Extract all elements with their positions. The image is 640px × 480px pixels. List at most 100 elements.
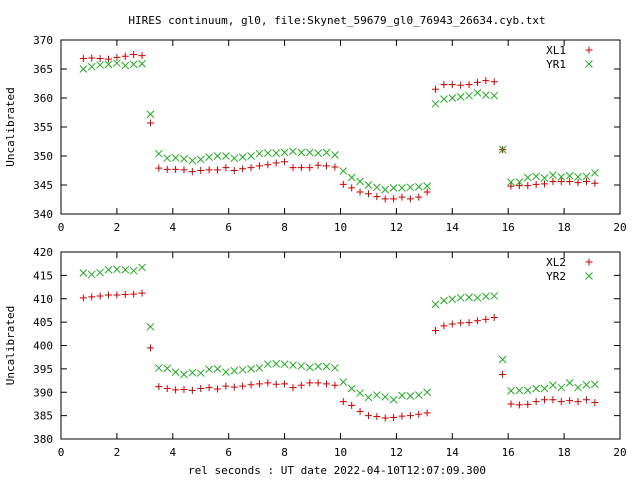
- y-tick-label: 370: [33, 34, 53, 47]
- data-point: [138, 59, 146, 68]
- data-point: [163, 385, 171, 393]
- x-tick-label: 4: [169, 446, 176, 459]
- data-point: [264, 161, 272, 169]
- data-point: [440, 296, 448, 305]
- y-axis-label: Uncalibrated: [4, 306, 17, 385]
- data-point: [138, 289, 146, 297]
- legend-label: XL2: [546, 256, 566, 269]
- data-point: [121, 291, 129, 299]
- data-point: [121, 52, 129, 60]
- y-tick-label: 380: [33, 433, 53, 446]
- data-point: [565, 171, 574, 180]
- data-point: [406, 412, 414, 420]
- data-point: [398, 184, 406, 192]
- data-point: [197, 385, 205, 393]
- data-point: [540, 384, 549, 393]
- x-tick-label: 10: [334, 446, 347, 459]
- data-point: [473, 317, 481, 325]
- data-point: [297, 148, 306, 157]
- data-point: [239, 382, 247, 390]
- data-point: [414, 391, 423, 399]
- data-point: [297, 164, 305, 172]
- data-point: [331, 163, 339, 171]
- data-point: [490, 313, 498, 321]
- data-point: [247, 152, 255, 160]
- data-point: [305, 148, 314, 157]
- data-point: [314, 149, 322, 157]
- chart-title: HIRES continuum, gl0, file:Skynet_59679_…: [128, 14, 545, 27]
- data-point: [457, 319, 465, 327]
- y-tick-label: 385: [33, 410, 53, 423]
- data-point: [88, 54, 96, 62]
- data-point: [440, 95, 448, 104]
- data-point: [255, 380, 263, 388]
- data-point: [373, 193, 381, 201]
- data-point: [549, 381, 557, 390]
- data-point: [121, 61, 130, 70]
- data-point: [456, 293, 465, 302]
- data-point: [289, 147, 297, 156]
- data-point: [574, 173, 582, 181]
- data-point: [272, 159, 280, 167]
- data-point: [113, 59, 121, 68]
- data-point: [406, 195, 414, 203]
- data-point: [314, 362, 322, 371]
- data-point: [557, 398, 565, 406]
- data-point: [297, 362, 306, 370]
- data-point: [457, 81, 465, 89]
- data-point: [263, 360, 272, 369]
- data-point: [465, 81, 473, 89]
- data-point: [515, 401, 523, 409]
- legend-label: YR1: [546, 58, 566, 71]
- data-point: [348, 401, 356, 409]
- data-point: [515, 182, 523, 190]
- data-point: [222, 368, 230, 377]
- data-point: [448, 295, 457, 304]
- data-point: [406, 183, 415, 192]
- data-point: [79, 269, 88, 277]
- data-point: [566, 397, 574, 405]
- data-point: [180, 155, 188, 163]
- data-point: [456, 92, 465, 101]
- data-point: [591, 399, 599, 407]
- panel-bottom: 380 385 390 395 400 405 410 415 420 0 2 4 6 8 10 12 14 16…: [4, 246, 627, 459]
- legend-label: XL1: [546, 44, 566, 57]
- data-point: [281, 158, 289, 166]
- data-point: [473, 88, 482, 97]
- x-tick-label: 14: [446, 446, 460, 459]
- data-point: [163, 364, 172, 373]
- data-point: [557, 383, 566, 392]
- data-point: [306, 379, 314, 387]
- data-point: [154, 364, 163, 372]
- data-point: [549, 171, 557, 179]
- data-point: [582, 172, 591, 181]
- data-point: [423, 388, 431, 397]
- x-tick-label: 12: [390, 446, 403, 459]
- data-point: [498, 145, 507, 154]
- data-point: [582, 178, 590, 186]
- data-point: [180, 370, 188, 379]
- data-point: [557, 178, 565, 186]
- data-point: [314, 379, 322, 387]
- data-point: [364, 181, 373, 189]
- y-tick-label: 350: [33, 150, 53, 163]
- data-point: [214, 166, 222, 174]
- data-point: [163, 165, 171, 173]
- data-point: [222, 152, 230, 160]
- x-tick-label: 18: [557, 221, 570, 234]
- data-point: [188, 156, 197, 165]
- data-point: [104, 265, 113, 274]
- data-point: [590, 168, 599, 177]
- x-tick-label: 2: [114, 221, 121, 234]
- y-tick-label: 365: [33, 63, 53, 76]
- data-point: [205, 166, 213, 174]
- data-point: [322, 362, 331, 371]
- panel-top: 340 345 350 355 360 365 370 0 2 4 6 8 10 12 14 16 18 20 Un…: [4, 34, 627, 234]
- data-point: [238, 365, 247, 374]
- data-point: [524, 182, 532, 190]
- data-point: [490, 292, 499, 300]
- y-tick-label: 355: [33, 121, 53, 134]
- data-point: [532, 384, 541, 393]
- data-point: [255, 162, 263, 170]
